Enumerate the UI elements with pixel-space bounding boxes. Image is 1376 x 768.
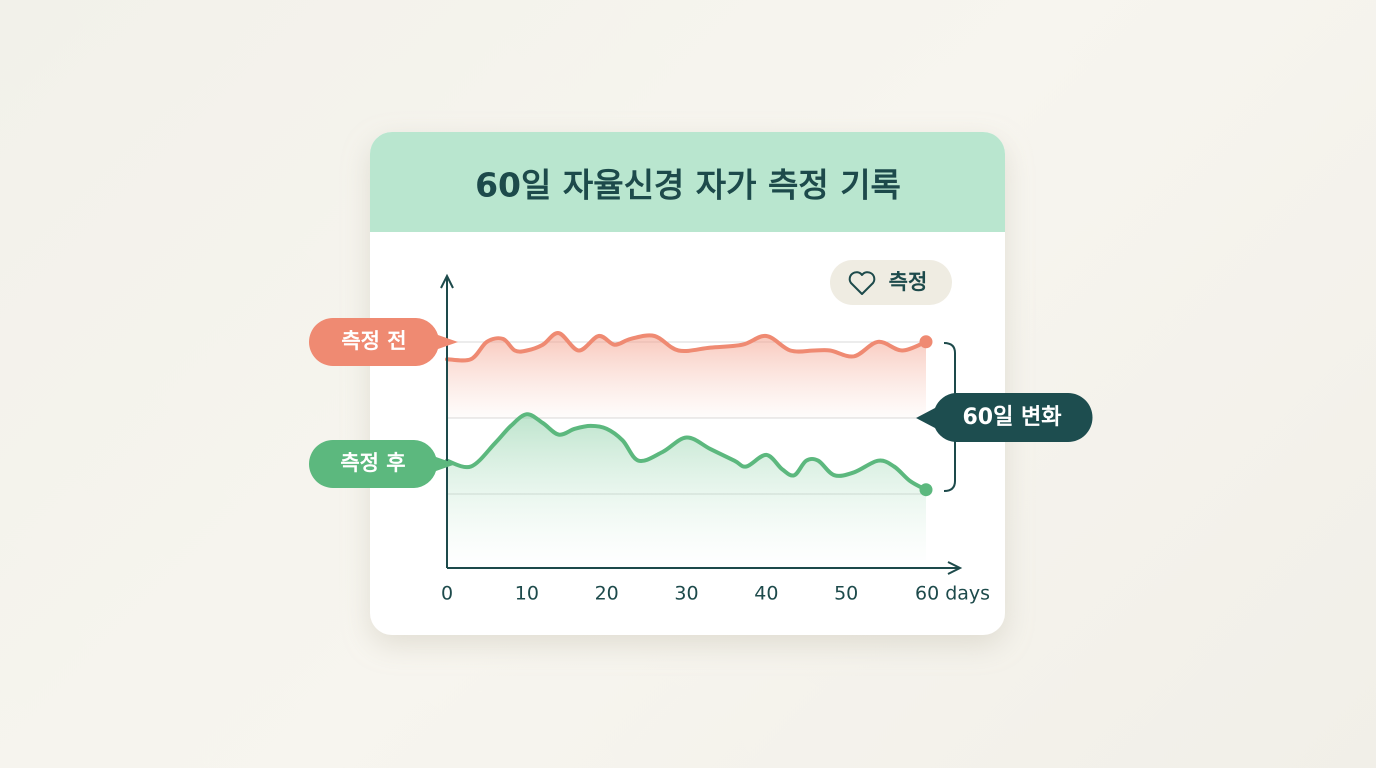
- change-text: 60일 변화: [963, 405, 1062, 430]
- x-tick-label: 60 days: [915, 583, 990, 605]
- legend-text: 측정 후: [340, 451, 405, 475]
- plot: [445, 331, 933, 560]
- change-label: 60일 변화: [916, 393, 1093, 442]
- x-tick-label: 40: [754, 583, 778, 605]
- x-tick-label: 30: [674, 583, 698, 605]
- x-tick-label: 50: [834, 583, 858, 605]
- x-tick-label: 0: [441, 583, 453, 605]
- end-point: [919, 483, 933, 497]
- x-ticks: 0 10 20 30 40 50 60 days: [441, 583, 990, 605]
- end-point: [919, 335, 933, 349]
- heart-icon: [848, 271, 876, 295]
- change-pill: [916, 393, 1093, 442]
- area: [447, 414, 926, 560]
- button-text[interactable]: 측정: [889, 270, 928, 294]
- x-tick-label: 20: [595, 583, 619, 605]
- card-header: [370, 132, 1005, 232]
- x-tick-label: 10: [515, 583, 539, 605]
- area: [447, 333, 926, 418]
- legend-pill: [309, 440, 456, 488]
- y-axis-arrow: [440, 273, 454, 289]
- measure-button[interactable]: 측정: [830, 260, 952, 305]
- legend-after: 측정 후: [309, 440, 456, 488]
- x-axis-arrow: [947, 561, 963, 575]
- line: [445, 331, 928, 363]
- legend-before: 측정 전: [309, 318, 458, 366]
- legend-text: 측정 전: [341, 329, 406, 353]
- chart-title: 60일 자율신경 자가 측정 기록: [475, 166, 901, 205]
- line: [445, 412, 928, 492]
- legend-pill: [309, 318, 458, 366]
- axes: [440, 273, 963, 575]
